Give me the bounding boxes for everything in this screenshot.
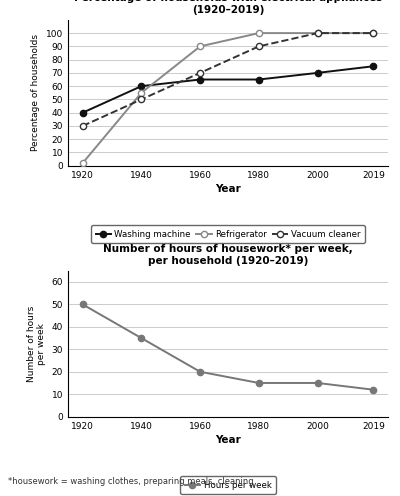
Legend: Washing machine, Refrigerator, Vacuum cleaner: Washing machine, Refrigerator, Vacuum cl…: [91, 226, 365, 243]
Y-axis label: Percentage of households: Percentage of households: [31, 34, 40, 151]
Legend: Hours per week: Hours per week: [180, 476, 276, 494]
Text: *housework = washing clothes, preparing meals, cleaning: *housework = washing clothes, preparing …: [8, 477, 254, 486]
Title: Percentage of households with electrical appliances
(1920–2019): Percentage of households with electrical…: [74, 0, 382, 15]
Title: Number of hours of housework* per week,
per household (1920–2019): Number of hours of housework* per week, …: [103, 244, 353, 266]
X-axis label: Year: Year: [215, 184, 241, 194]
Y-axis label: Number of hours
per week: Number of hours per week: [27, 306, 46, 382]
X-axis label: Year: Year: [215, 434, 241, 445]
